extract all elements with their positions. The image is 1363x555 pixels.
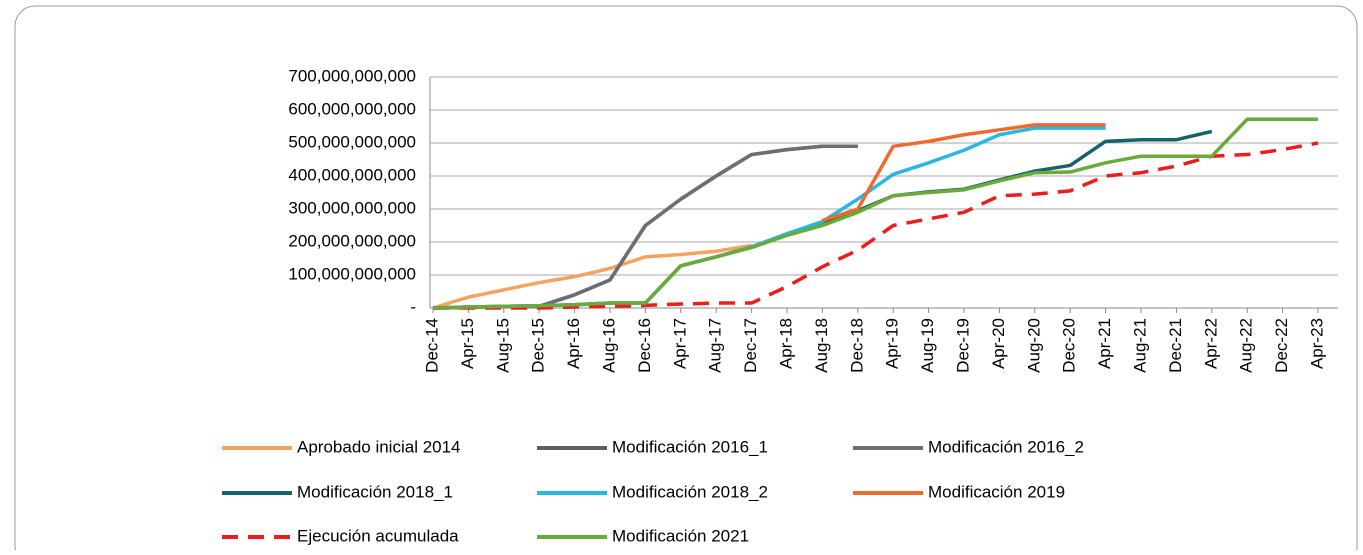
x-tick-label: Aug-17 [706, 318, 725, 373]
legend-label: Modificación 2019 [928, 482, 1065, 501]
x-tick-label: Apr-15 [458, 318, 477, 369]
x-tick-label: Apr-21 [1095, 318, 1114, 369]
y-tick-label: 600,000,000,000 [288, 99, 416, 118]
legend-label: Aprobado inicial 2014 [297, 437, 461, 456]
x-tick-label: Apr-16 [564, 318, 583, 369]
x-tick-label: Dec-22 [1272, 318, 1291, 373]
x-tick-label: Dec-15 [529, 318, 548, 373]
x-tick-label: Apr-20 [989, 318, 1008, 369]
x-tick-label: Aug-15 [493, 318, 512, 373]
legend-label: Modificación 2016_1 [612, 437, 768, 456]
x-tick-label: Aug-21 [1130, 318, 1149, 373]
y-tick-label: 200,000,000,000 [288, 231, 416, 250]
x-tick-label: Aug-18 [812, 318, 831, 373]
x-tick-label: Aug-22 [1237, 318, 1256, 373]
x-tick-label: Apr-23 [1307, 318, 1326, 369]
series-line [821, 123, 1106, 223]
x-tick-label: Dec-18 [847, 318, 866, 373]
y-tick-label: 100,000,000,000 [288, 264, 416, 283]
x-tick-label: Apr-19 [883, 318, 902, 369]
x-tick-label: Aug-16 [599, 318, 618, 373]
y-tick-label: 300,000,000,000 [288, 198, 416, 217]
legend-label: Modificación 2021 [612, 526, 749, 545]
y-tick-label: - [410, 297, 416, 316]
legend-label: Modificación 2016_2 [928, 437, 1084, 456]
x-tick-label: Apr-17 [670, 318, 689, 369]
y-tick-label: 700,000,000,000 [288, 66, 416, 85]
legend-label: Modificación 2018_2 [612, 482, 768, 501]
x-tick-label: Apr-22 [1201, 318, 1220, 369]
y-tick-label: 500,000,000,000 [288, 132, 416, 151]
legend-label: Ejecución acumulada [297, 526, 459, 545]
x-tick-label: Dec-17 [741, 318, 760, 373]
legend-label: Modificación 2018_1 [297, 482, 453, 501]
x-tick-label: Dec-14 [422, 318, 441, 373]
x-tick-label: Dec-20 [1060, 318, 1079, 373]
series-line [433, 141, 1319, 310]
x-tick-label: Apr-18 [776, 318, 795, 369]
x-tick-label: Dec-16 [635, 318, 654, 373]
x-tick-label: Dec-19 [953, 318, 972, 373]
series-line [432, 126, 1106, 310]
x-tick-label: Aug-19 [918, 318, 937, 373]
frame [14, 5, 1358, 555]
series-line [432, 117, 1318, 310]
x-tick-label: Aug-20 [1024, 318, 1043, 373]
series-line [432, 243, 752, 310]
y-tick-label: 400,000,000,000 [288, 165, 416, 184]
x-tick-label: Dec-21 [1166, 318, 1185, 373]
